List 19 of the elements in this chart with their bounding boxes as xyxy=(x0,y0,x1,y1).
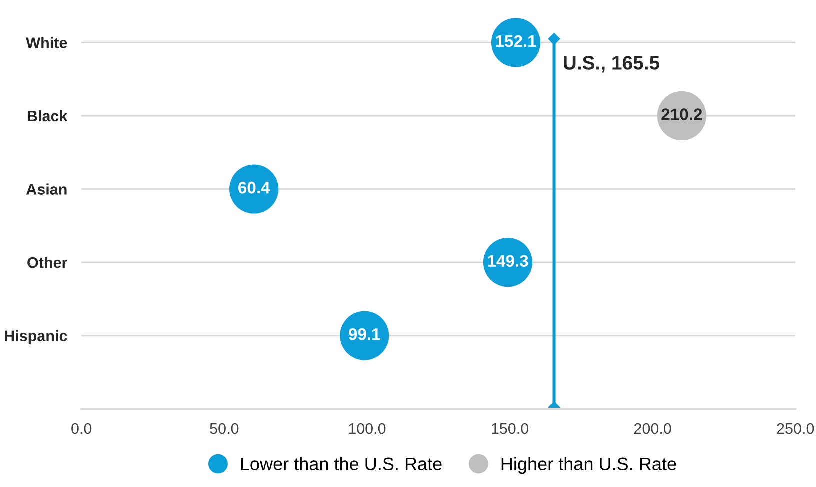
x-tick-label: 50.0 xyxy=(210,423,239,434)
data-label: 99.1 xyxy=(348,328,380,340)
x-tick-label: 0.0 xyxy=(72,423,92,434)
data-label: 210.2 xyxy=(662,108,702,120)
x-tick-label: 150.0 xyxy=(492,423,529,434)
x-tick-label: 200.0 xyxy=(634,423,672,434)
data-label: 152.1 xyxy=(496,35,536,48)
y-tick-label: Black xyxy=(28,110,68,122)
legend-label: Higher than U.S. Rate xyxy=(502,457,676,474)
y-tick-label: White xyxy=(26,37,68,48)
y-tick-label: Asian xyxy=(26,184,67,195)
ref-line-label: U.S., 165.5 xyxy=(564,56,660,73)
y-tick-label: Hispanic xyxy=(5,330,68,345)
data-label: 149.3 xyxy=(488,255,528,268)
data-label: 60.4 xyxy=(238,182,270,194)
x-tick-label: 250.0 xyxy=(777,423,814,434)
x-tick-label: 100.0 xyxy=(349,423,386,434)
y-tick-label: Other xyxy=(28,256,68,268)
legend-label: Lower than the U.S. Rate xyxy=(241,457,442,471)
